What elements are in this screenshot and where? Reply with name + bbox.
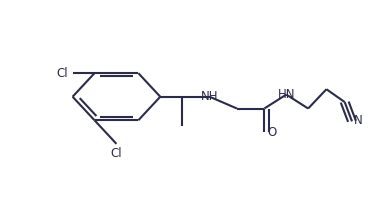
Text: NH: NH xyxy=(201,90,218,103)
Text: HN: HN xyxy=(277,88,295,101)
Text: Cl: Cl xyxy=(111,147,122,160)
Text: O: O xyxy=(267,126,276,139)
Text: N: N xyxy=(354,114,362,127)
Text: Cl: Cl xyxy=(57,67,68,80)
